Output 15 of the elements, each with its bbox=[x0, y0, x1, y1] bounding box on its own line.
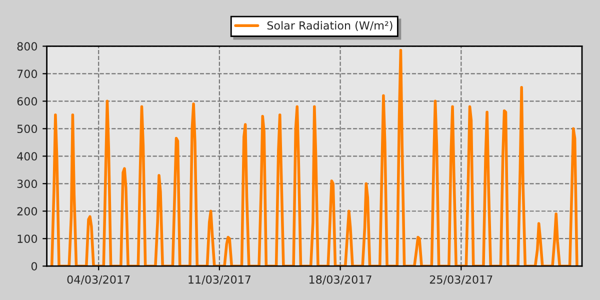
y-tick-label: 500 bbox=[17, 124, 38, 134]
line-series bbox=[50, 48, 578, 266]
y-tick-label: 400 bbox=[17, 152, 38, 161]
y-tick-label: 800 bbox=[17, 42, 38, 51]
y-tick-label: 100 bbox=[18, 234, 38, 243]
y-tick-label: 0 bbox=[31, 262, 38, 270]
legend-label: Solar Radiation (W/m²) bbox=[267, 21, 392, 31]
y-tick-label: 200 bbox=[17, 207, 38, 216]
y-tick-label: 600 bbox=[17, 97, 38, 106]
x-tick-label: 11/03/2017 bbox=[188, 275, 251, 285]
y-tick-label: 300 bbox=[17, 180, 38, 188]
y-tick-label: 700 bbox=[17, 70, 38, 78]
x-tick-label: 18/03/2017 bbox=[309, 275, 372, 285]
x-tick-label: 04/03/2017 bbox=[67, 275, 130, 285]
x-tick-label: 25/03/2017 bbox=[430, 275, 492, 285]
